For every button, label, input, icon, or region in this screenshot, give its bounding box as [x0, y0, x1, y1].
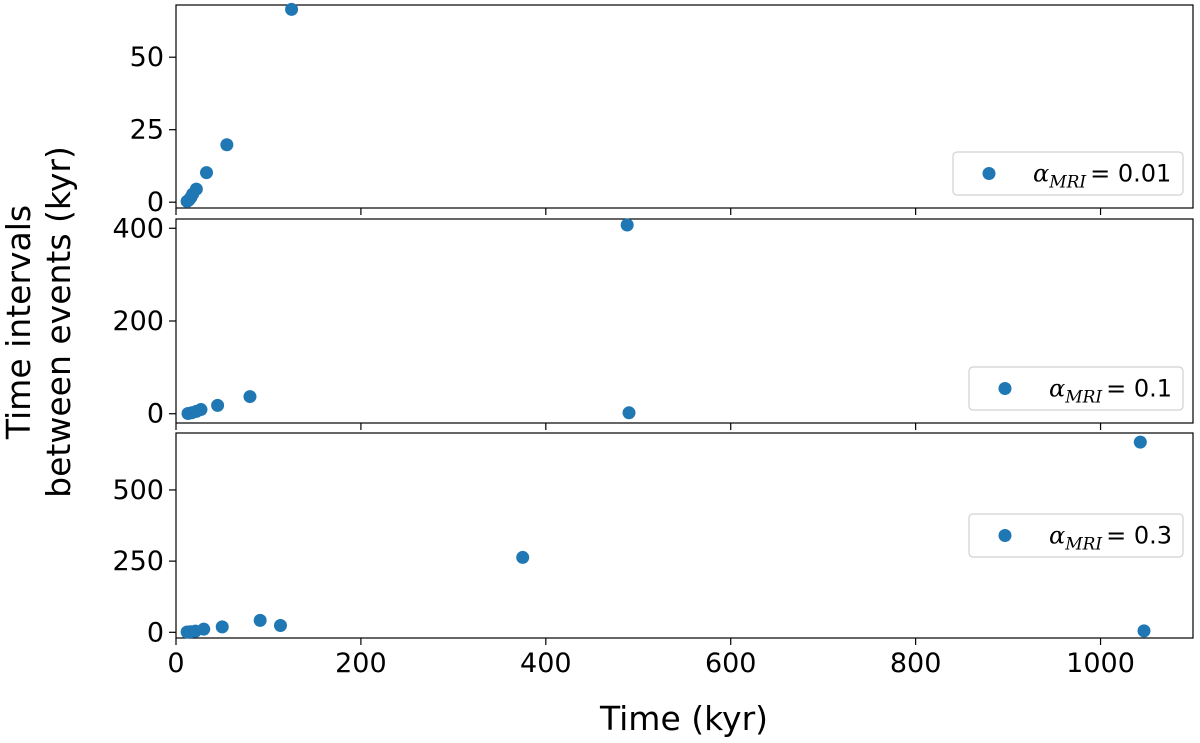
- y-axis-label-line-1: Time intervals: [0, 205, 38, 440]
- panel-1-point-7: [285, 2, 299, 16]
- y-axis-label-line-2: between events (kyr): [39, 146, 78, 498]
- xtick-label-5: 1000: [1066, 648, 1135, 679]
- panel-2-point-6: [620, 218, 634, 232]
- panel-1-ytick-label-2: 50: [130, 42, 164, 73]
- panel-2-point-5: [243, 390, 257, 404]
- panel-2-legend-label: αMRI = 0.1: [1049, 375, 1172, 408]
- panel-2-ytick-label-0: 0: [147, 399, 164, 430]
- panel-1-legend-box: [952, 151, 1184, 196]
- xtick-label-2: 400: [520, 648, 572, 679]
- panel-3-point-6: [273, 618, 287, 632]
- panel-1-legend-label: αMRI = 0.01: [1033, 160, 1171, 193]
- panel-2-legend: αMRI = 0.1: [968, 366, 1184, 411]
- panel-3-point-7: [516, 550, 530, 564]
- panel-3-point-8: [1133, 435, 1147, 449]
- panel-2-legend-box: [968, 366, 1184, 411]
- legend-value: = 0.3: [1106, 522, 1172, 550]
- panel-2-point-4: [211, 398, 225, 412]
- legend-alpha: α: [1049, 522, 1065, 550]
- panel-2: 0 200 400 αMRI = 0.1: [112, 213, 1194, 430]
- panel-3-legend-label: αMRI = 0.3: [1049, 522, 1172, 555]
- panel-3: 0 250 500 0 200 400 600 800 1000 αMRI = 0.3: [112, 432, 1194, 679]
- panel-3-ytick-label-1: 250: [112, 546, 164, 577]
- panel-1-ytick-label-1: 25: [130, 115, 164, 146]
- panel-3-frame: [175, 432, 1194, 639]
- x-axis-label: Time (kyr): [599, 699, 768, 738]
- panel-1-point-5: [200, 166, 214, 180]
- xtick-label-1: 200: [335, 648, 387, 679]
- panel-2-point-7: [622, 406, 636, 420]
- panel-3-point-3: [197, 622, 211, 636]
- panel-3-point-9: [1137, 624, 1151, 638]
- panel-3-point-5: [253, 613, 267, 627]
- panel-1-legend-marker: [982, 167, 996, 180]
- panel-3-ytick-label-0: 0: [147, 617, 164, 648]
- legend-subscript: MRI: [1048, 173, 1086, 193]
- panel-3-ytick-label-2: 500: [112, 475, 164, 506]
- panel-1-point-4: [189, 182, 203, 196]
- panel-3-legend: αMRI = 0.3: [968, 513, 1184, 558]
- panel-3-point-4: [215, 620, 229, 634]
- panel-2-legend-marker: [998, 382, 1012, 395]
- legend-alpha: α: [1049, 375, 1065, 403]
- legend-alpha: α: [1033, 160, 1049, 188]
- panel-2-point-3: [194, 403, 208, 417]
- legend-subscript: MRI: [1064, 388, 1102, 408]
- panel-3-legend-box: [968, 513, 1184, 558]
- xtick-label-3: 600: [705, 648, 757, 679]
- panel-1-point-6: [220, 138, 234, 152]
- panel-1-frame: [175, 4, 1194, 209]
- xtick-label-0: 0: [167, 648, 184, 679]
- legend-value: = 0.01: [1090, 160, 1171, 188]
- panel-2-ytick-label-1: 200: [112, 306, 164, 337]
- legend-value: = 0.1: [1106, 375, 1172, 403]
- panel-1-ytick-label-0: 0: [147, 187, 164, 218]
- xtick-label-4: 800: [890, 648, 942, 679]
- panel-3-legend-marker: [998, 529, 1012, 542]
- panel-2-ytick-label-2: 400: [112, 213, 164, 244]
- legend-subscript: MRI: [1064, 535, 1102, 555]
- panel-1: 0 25 50 αMRI = 0.01: [130, 2, 1194, 218]
- panel-1-legend: αMRI = 0.01: [952, 151, 1184, 196]
